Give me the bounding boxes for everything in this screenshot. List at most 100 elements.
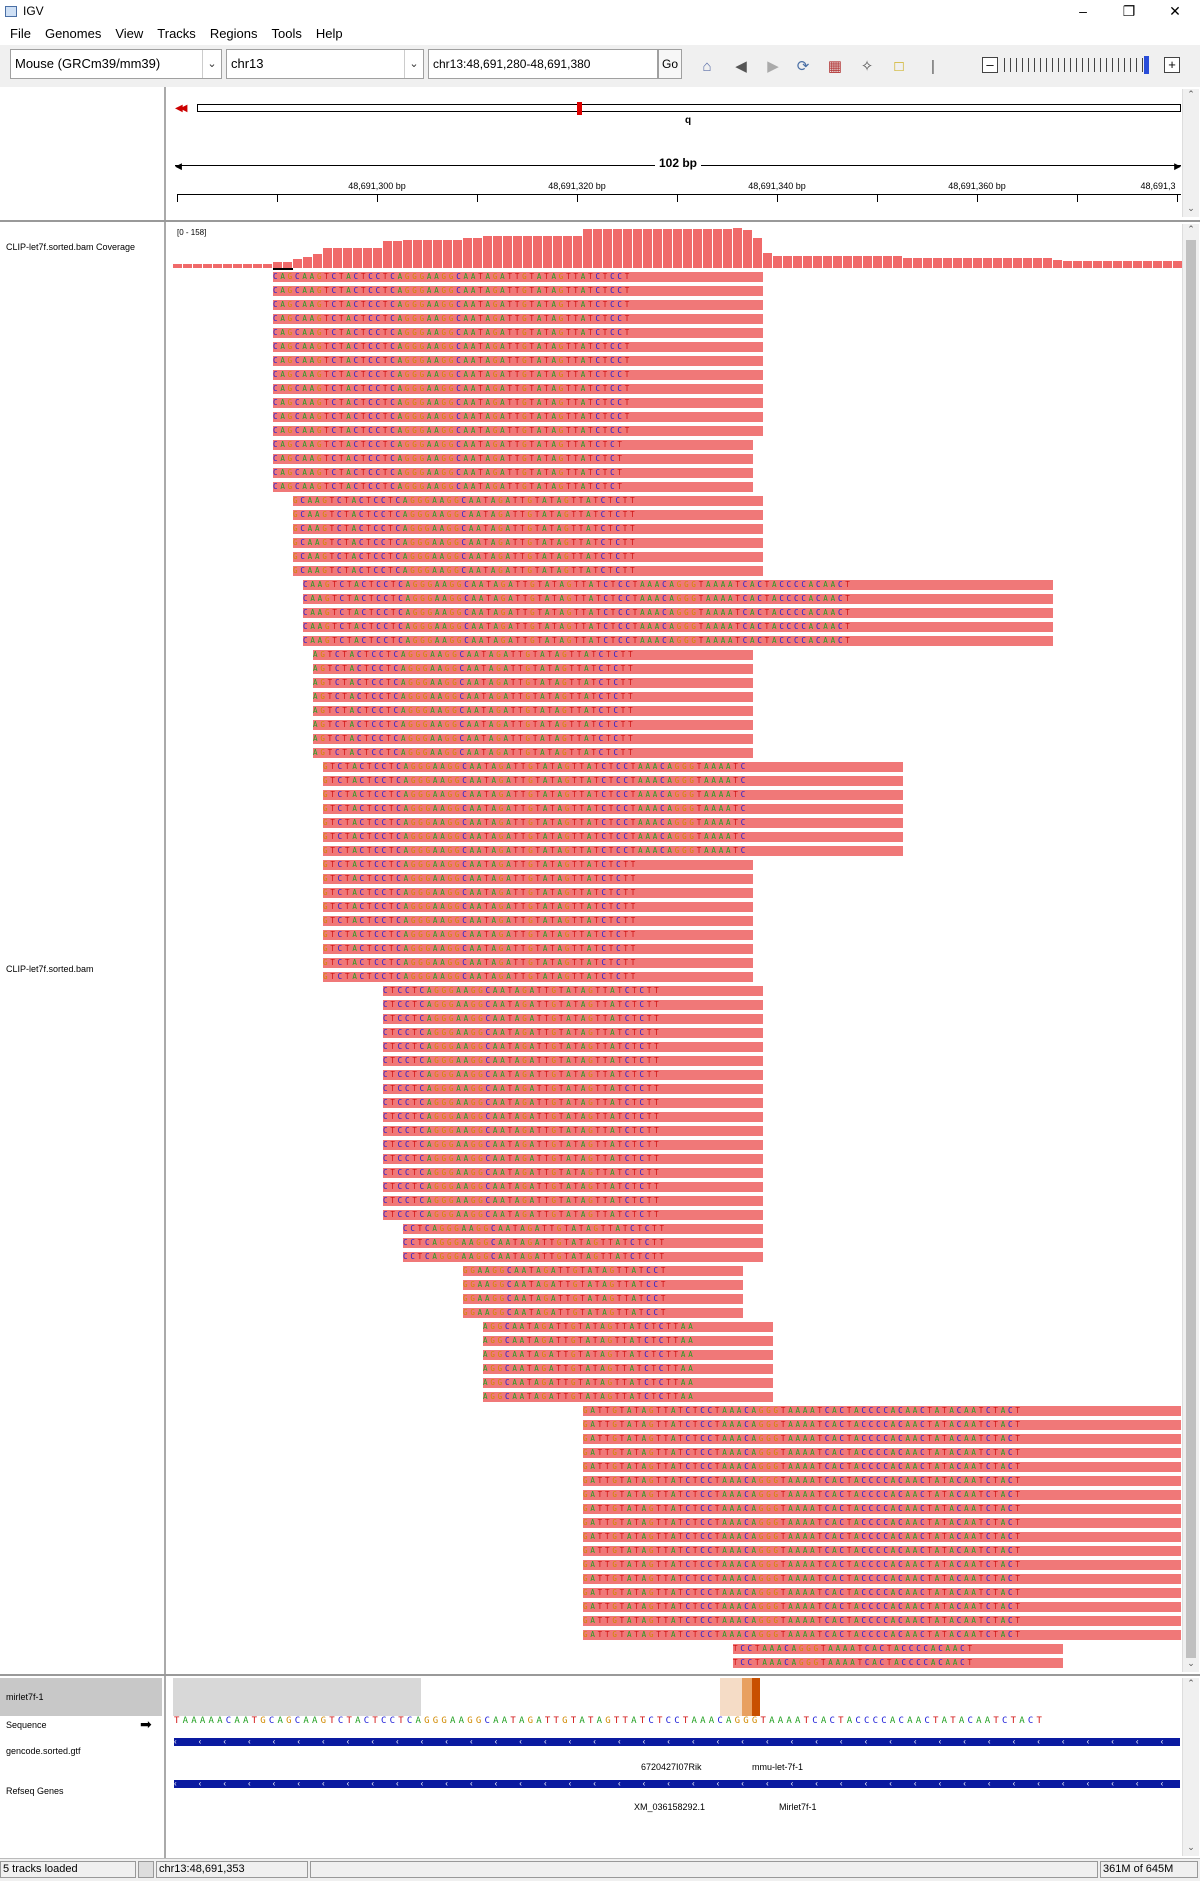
alignment-scrollbar[interactable]: ⌃ ⌄ xyxy=(1182,224,1199,1672)
coverage-bar[interactable] xyxy=(633,229,642,268)
aligned-read[interactable]: AGTCTACTCCTCAGGGAAGGCAATAGATTGTATAGTTATC… xyxy=(313,720,753,730)
menu-help[interactable]: Help xyxy=(315,26,343,41)
aligned-read[interactable]: AGTCTACTCCTCAGGGAAGGCAATAGATTGTATAGTTATC… xyxy=(313,664,753,674)
aligned-read[interactable]: CAGCAAGTCTACTCCTCAGGGAAGGCAATAGATTGTATAG… xyxy=(273,328,763,338)
forward-icon[interactable]: ▶ xyxy=(767,58,779,75)
coverage-bar[interactable] xyxy=(573,236,582,268)
coverage-bar[interactable] xyxy=(1013,258,1022,268)
aligned-read[interactable]: GTCTACTCCTCAGGGAAGGCAATAGATTGTATAGTTATCT… xyxy=(323,832,903,842)
aligned-read[interactable]: CAGCAAGTCTACTCCTCAGGGAAGGCAATAGATTGTATAG… xyxy=(273,482,753,492)
aligned-read[interactable]: CAGCAAGTCTACTCCTCAGGGAAGGCAATAGATTGTATAG… xyxy=(273,300,763,310)
aligned-read[interactable]: CTCCTCAGGGAAGGCAATAGATTGTATAGTTATCTCTT xyxy=(383,1140,763,1150)
aligned-read[interactable]: CTCCTCAGGGAAGGCAATAGATTGTATAGTTATCTCTT xyxy=(383,1056,763,1066)
coverage-bar[interactable] xyxy=(873,256,882,268)
go-button[interactable]: Go xyxy=(658,49,682,79)
coverage-bar[interactable] xyxy=(253,264,262,268)
coverage-bar[interactable] xyxy=(243,264,252,268)
aligned-read[interactable]: GTCTACTCCTCAGGGAAGGCAATAGATTGTATAGTTATCT… xyxy=(323,776,903,786)
coverage-bar[interactable] xyxy=(423,240,432,268)
coverage-bar[interactable] xyxy=(683,229,692,268)
gencode-gene-bar[interactable]: ‹‹‹‹‹‹‹‹‹‹‹‹‹‹‹‹‹‹‹‹‹‹‹‹‹‹‹‹‹‹‹‹‹‹‹‹‹‹‹‹… xyxy=(174,1738,1180,1746)
aligned-read[interactable]: CAGCAAGTCTACTCCTCAGGGAAGGCAATAGATTGTATAG… xyxy=(273,272,763,282)
scroll-down-icon[interactable]: ⌄ xyxy=(1187,1842,1195,1852)
coverage-bar[interactable] xyxy=(1153,261,1162,268)
coverage-bar[interactable] xyxy=(913,258,922,268)
aligned-read[interactable]: GATTGTATAGTTATCTCCTAAACAGGGTAAAATCACTACC… xyxy=(583,1532,1181,1542)
coverage-bar[interactable] xyxy=(1123,261,1132,268)
aligned-read[interactable]: CTCCTCAGGGAAGGCAATAGATTGTATAGTTATCTCTT xyxy=(383,1210,763,1220)
aligned-read[interactable]: CCTCAGGGAAGGCAATAGATTGTATAGTTATCTCTT xyxy=(403,1238,763,1248)
coverage-bar[interactable] xyxy=(473,238,482,268)
aligned-read[interactable]: GTCTACTCCTCAGGGAAGGCAATAGATTGTATAGTTATCT… xyxy=(323,790,903,800)
aligned-read[interactable]: GATTGTATAGTTATCTCCTAAACAGGGTAAAATCACTACC… xyxy=(583,1518,1181,1528)
aligned-read[interactable]: AGTCTACTCCTCAGGGAAGGCAATAGATTGTATAGTTATC… xyxy=(313,678,753,688)
minimize-icon[interactable]: – xyxy=(1079,3,1087,19)
chromosome-ideogram[interactable] xyxy=(197,104,1181,112)
aligned-read[interactable]: CTCCTCAGGGAAGGCAATAGATTGTATAGTTATCTCTT xyxy=(383,1042,763,1052)
coverage-bar[interactable] xyxy=(963,258,972,268)
aligned-read[interactable]: GTCTACTCCTCAGGGAAGGCAATAGATTGTATAGTTATCT… xyxy=(323,860,753,870)
coverage-bar[interactable] xyxy=(173,264,182,268)
aligned-read[interactable]: GTCTACTCCTCAGGGAAGGCAATAGATTGTATAGTTATCT… xyxy=(323,888,753,898)
gencode-track-label[interactable]: gencode.sorted.gtf xyxy=(6,1746,81,1756)
aligned-read[interactable]: CAGCAAGTCTACTCCTCAGGGAAGGCAATAGATTGTATAG… xyxy=(273,356,763,366)
aligned-read[interactable]: GATTGTATAGTTATCTCCTAAACAGGGTAAAATCACTACC… xyxy=(583,1462,1181,1472)
aligned-read[interactable]: CAAGTCTACTCCTCAGGGAAGGCAATAGATTGTATAGTTA… xyxy=(303,580,1053,590)
scroll-up-icon[interactable]: ⌃ xyxy=(1187,224,1195,234)
popup-info-icon[interactable]: □ xyxy=(894,57,904,75)
aligned-read[interactable]: CTCCTCAGGGAAGGCAATAGATTGTATAGTTATCTCTT xyxy=(383,1112,763,1122)
coverage-bar[interactable] xyxy=(453,240,462,268)
aligned-read[interactable]: CTCCTCAGGGAAGGCAATAGATTGTATAGTTATCTCTT xyxy=(383,1182,763,1192)
coverage-bar[interactable] xyxy=(563,236,572,268)
aligned-read[interactable]: CTCCTCAGGGAAGGCAATAGATTGTATAGTTATCTCTT xyxy=(383,1196,763,1206)
coverage-bar[interactable] xyxy=(283,262,292,268)
refresh-icon[interactable]: ⟳ xyxy=(796,58,810,75)
aligned-read[interactable]: CAAGTCTACTCCTCAGGGAAGGCAATAGATTGTATAGTTA… xyxy=(303,636,1053,646)
coverage-bar[interactable] xyxy=(373,248,382,268)
coverage-bar[interactable] xyxy=(1093,261,1102,268)
aligned-read[interactable]: GATTGTATAGTTATCTCCTAAACAGGGTAAAATCACTACC… xyxy=(583,1420,1181,1430)
zoom-thumb[interactable] xyxy=(1144,56,1149,74)
coverage-bar[interactable] xyxy=(403,240,412,268)
coverage-bar[interactable] xyxy=(1173,261,1182,268)
coverage-bar[interactable] xyxy=(773,256,782,268)
aligned-read[interactable]: CTCCTCAGGGAAGGCAATAGATTGTATAGTTATCTCTT xyxy=(383,1028,763,1038)
aligned-read[interactable]: CTCCTCAGGGAAGGCAATAGATTGTATAGTTATCTCTT xyxy=(383,1014,763,1024)
header-scrollbar[interactable]: ⌃ ⌄ xyxy=(1182,89,1199,217)
aligned-read[interactable]: AGGCAATAGATTGTATAGTTATCTCTTAA xyxy=(483,1364,773,1374)
aligned-read[interactable]: GGAAGGCAATAGATTGTATAGTTATCCT xyxy=(463,1294,743,1304)
strand-arrow-icon[interactable]: ➡ xyxy=(140,1716,152,1732)
coverage-bar[interactable] xyxy=(553,236,562,268)
coverage-bar[interactable] xyxy=(933,258,942,268)
coverage-bar[interactable] xyxy=(653,229,662,268)
coverage-bar[interactable] xyxy=(903,258,912,268)
aligned-read[interactable]: GATTGTATAGTTATCTCCTAAACAGGGTAAAATCACTACC… xyxy=(583,1616,1181,1626)
roi-icon[interactable]: ▦ xyxy=(827,58,843,75)
coverage-bar[interactable] xyxy=(343,248,352,268)
aligned-read[interactable]: CTCCTCAGGGAAGGCAATAGATTGTATAGTTATCTCTT xyxy=(383,1000,763,1010)
aligned-read[interactable]: CAGCAAGTCTACTCCTCAGGGAAGGCAATAGATTGTATAG… xyxy=(273,454,753,464)
aligned-read[interactable]: GATTGTATAGTTATCTCCTAAACAGGGTAAAATCACTACC… xyxy=(583,1504,1181,1514)
refseq-track-label[interactable]: Refseq Genes xyxy=(6,1786,64,1796)
coverage-bar[interactable] xyxy=(893,256,902,268)
coverage-bar[interactable] xyxy=(1003,258,1012,268)
aligned-read[interactable]: GTCTACTCCTCAGGGAAGGCAATAGATTGTATAGTTATCT… xyxy=(323,944,753,954)
coverage-bar[interactable] xyxy=(663,229,672,268)
coverage-bar[interactable] xyxy=(703,229,712,268)
aligned-read[interactable]: CTCCTCAGGGAAGGCAATAGATTGTATAGTTATCTCTT xyxy=(383,1098,763,1108)
coverage-bar[interactable] xyxy=(303,257,312,268)
aligned-read[interactable]: AGGCAATAGATTGTATAGTTATCTCTTAA xyxy=(483,1350,773,1360)
aligned-read[interactable]: GATTGTATAGTTATCTCCTAAACAGGGTAAAATCACTACC… xyxy=(583,1560,1181,1570)
coverage-bar[interactable] xyxy=(833,256,842,268)
aligned-read[interactable]: AGGCAATAGATTGTATAGTTATCTCTTAA xyxy=(483,1392,773,1402)
aligned-read[interactable]: GTCTACTCCTCAGGGAAGGCAATAGATTGTATAGTTATCT… xyxy=(323,930,753,940)
coverage-bar[interactable] xyxy=(693,229,702,268)
coverage-bar[interactable] xyxy=(523,236,532,268)
coverage-bar[interactable] xyxy=(1053,260,1062,268)
menu-file[interactable]: File xyxy=(10,26,31,41)
aligned-read[interactable]: AGGCAATAGATTGTATAGTTATCTCTTAA xyxy=(483,1322,773,1332)
aligned-read[interactable]: GTCTACTCCTCAGGGAAGGCAATAGATTGTATAGTTATCT… xyxy=(323,972,753,982)
coverage-bar[interactable] xyxy=(213,264,222,268)
coverage-bar[interactable] xyxy=(943,258,952,268)
aligned-read[interactable]: AGTCTACTCCTCAGGGAAGGCAATAGATTGTATAGTTATC… xyxy=(313,748,753,758)
